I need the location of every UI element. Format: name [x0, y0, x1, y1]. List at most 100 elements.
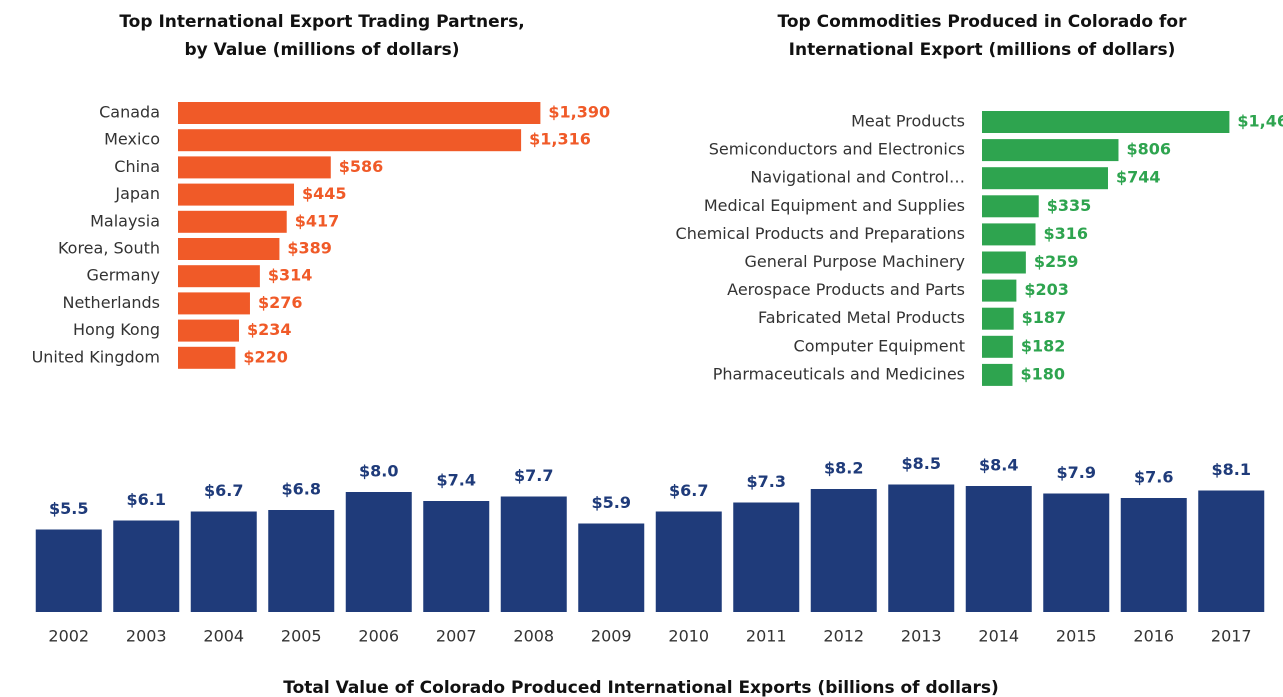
- bar: [178, 292, 250, 315]
- x-tick-label: 2009: [591, 627, 632, 646]
- x-tick-label: 2013: [901, 627, 942, 646]
- bar: [178, 265, 260, 288]
- x-tick-label: 2017: [1211, 627, 1252, 646]
- value-label: $180: [1020, 364, 1065, 383]
- x-tick-label: 2006: [358, 627, 399, 646]
- chart-title: by Value (millions of dollars): [184, 40, 459, 60]
- value-label: $1,461: [1237, 112, 1283, 131]
- value-label: $234: [247, 320, 292, 339]
- value-label: $314: [268, 266, 313, 285]
- category-label: Navigational and Control…: [750, 168, 965, 187]
- category-label: Netherlands: [62, 293, 160, 312]
- bar: [35, 529, 102, 612]
- bar: [1043, 493, 1110, 612]
- x-tick-label: 2015: [1056, 627, 1097, 646]
- category-label: Mexico: [104, 130, 160, 149]
- value-label: $1,390: [548, 103, 610, 122]
- chart-title: Top International Export Trading Partner…: [119, 12, 524, 32]
- bar: [982, 111, 1230, 133]
- value-label: $7.9: [1057, 463, 1096, 482]
- value-label: $276: [258, 293, 303, 312]
- bar: [888, 484, 955, 612]
- value-label: $7.7: [514, 466, 553, 485]
- value-label: $417: [295, 211, 340, 230]
- bar: [982, 251, 1026, 274]
- value-label: $316: [1044, 224, 1089, 243]
- x-tick-label: 2003: [126, 627, 167, 646]
- bar: [113, 520, 180, 612]
- bar: [655, 511, 722, 612]
- category-label: Medical Equipment and Supplies: [704, 196, 965, 215]
- bar: [178, 346, 236, 369]
- category-label: Computer Equipment: [794, 336, 965, 355]
- bar: [345, 492, 412, 612]
- value-label: $7.3: [747, 472, 786, 491]
- x-tick-label: 2016: [1133, 627, 1174, 646]
- value-label: $744: [1116, 168, 1161, 187]
- category-label: Canada: [99, 103, 160, 122]
- value-label: $5.9: [592, 493, 631, 512]
- x-tick-label: 2011: [746, 627, 787, 646]
- value-label: $259: [1034, 252, 1079, 271]
- x-tick-label: 2002: [48, 627, 89, 646]
- bar: [500, 496, 567, 612]
- bar: [733, 502, 800, 612]
- bar: [982, 167, 1108, 190]
- bar: [982, 363, 1013, 386]
- category-label: Korea, South: [58, 239, 160, 258]
- value-label: $8.5: [902, 454, 941, 473]
- value-label: $182: [1021, 336, 1066, 355]
- value-label: $220: [243, 347, 288, 366]
- value-label: $6.7: [669, 481, 708, 500]
- bar: [190, 511, 257, 612]
- bar: [982, 195, 1039, 218]
- bar: [178, 156, 331, 179]
- x-tick-label: 2007: [436, 627, 477, 646]
- x-tick-label: 2012: [823, 627, 864, 646]
- chart-title: Top Commodities Produced in Colorado for: [778, 12, 1188, 32]
- bar: [810, 489, 877, 612]
- category-label: Hong Kong: [73, 320, 160, 339]
- bar: [1198, 490, 1265, 612]
- x-tick-label: 2014: [978, 627, 1019, 646]
- value-label: $445: [302, 184, 347, 203]
- value-label: $6.8: [282, 480, 321, 499]
- bar: [982, 139, 1119, 162]
- category-label: Fabricated Metal Products: [758, 308, 965, 327]
- value-label: $7.6: [1134, 468, 1173, 487]
- bar: [423, 501, 490, 612]
- category-label: Aerospace Products and Parts: [727, 280, 965, 299]
- category-label: China: [114, 157, 160, 176]
- bar: [178, 129, 522, 152]
- category-label: Malaysia: [90, 211, 160, 230]
- bar: [982, 223, 1036, 246]
- value-label: $6.1: [127, 490, 166, 509]
- value-label: $187: [1022, 308, 1067, 327]
- value-label: $6.7: [204, 481, 243, 500]
- category-label: Meat Products: [851, 112, 965, 131]
- x-tick-label: 2004: [203, 627, 244, 646]
- value-label: $5.5: [49, 499, 88, 518]
- value-label: $8.2: [824, 459, 863, 478]
- value-label: $806: [1126, 140, 1171, 159]
- category-label: United Kingdom: [32, 347, 160, 366]
- bar: [178, 319, 240, 342]
- category-label: Germany: [86, 266, 160, 285]
- bar: [982, 279, 1017, 302]
- chart-title: International Export (millions of dollar…: [789, 40, 1176, 60]
- category-label: General Purpose Machinery: [745, 252, 965, 271]
- value-label: $389: [287, 239, 332, 258]
- category-label: Pharmaceuticals and Medicines: [713, 364, 965, 383]
- category-label: Chemical Products and Preparations: [676, 224, 965, 243]
- value-label: $8.1: [1212, 460, 1251, 479]
- value-label: $8.4: [979, 456, 1018, 475]
- bar: [965, 486, 1032, 612]
- value-label: $203: [1024, 280, 1069, 299]
- x-tick-label: 2005: [281, 627, 322, 646]
- value-label: $7.4: [437, 471, 476, 490]
- bar: [982, 307, 1014, 330]
- bar: [178, 210, 287, 233]
- value-label: $335: [1047, 196, 1092, 215]
